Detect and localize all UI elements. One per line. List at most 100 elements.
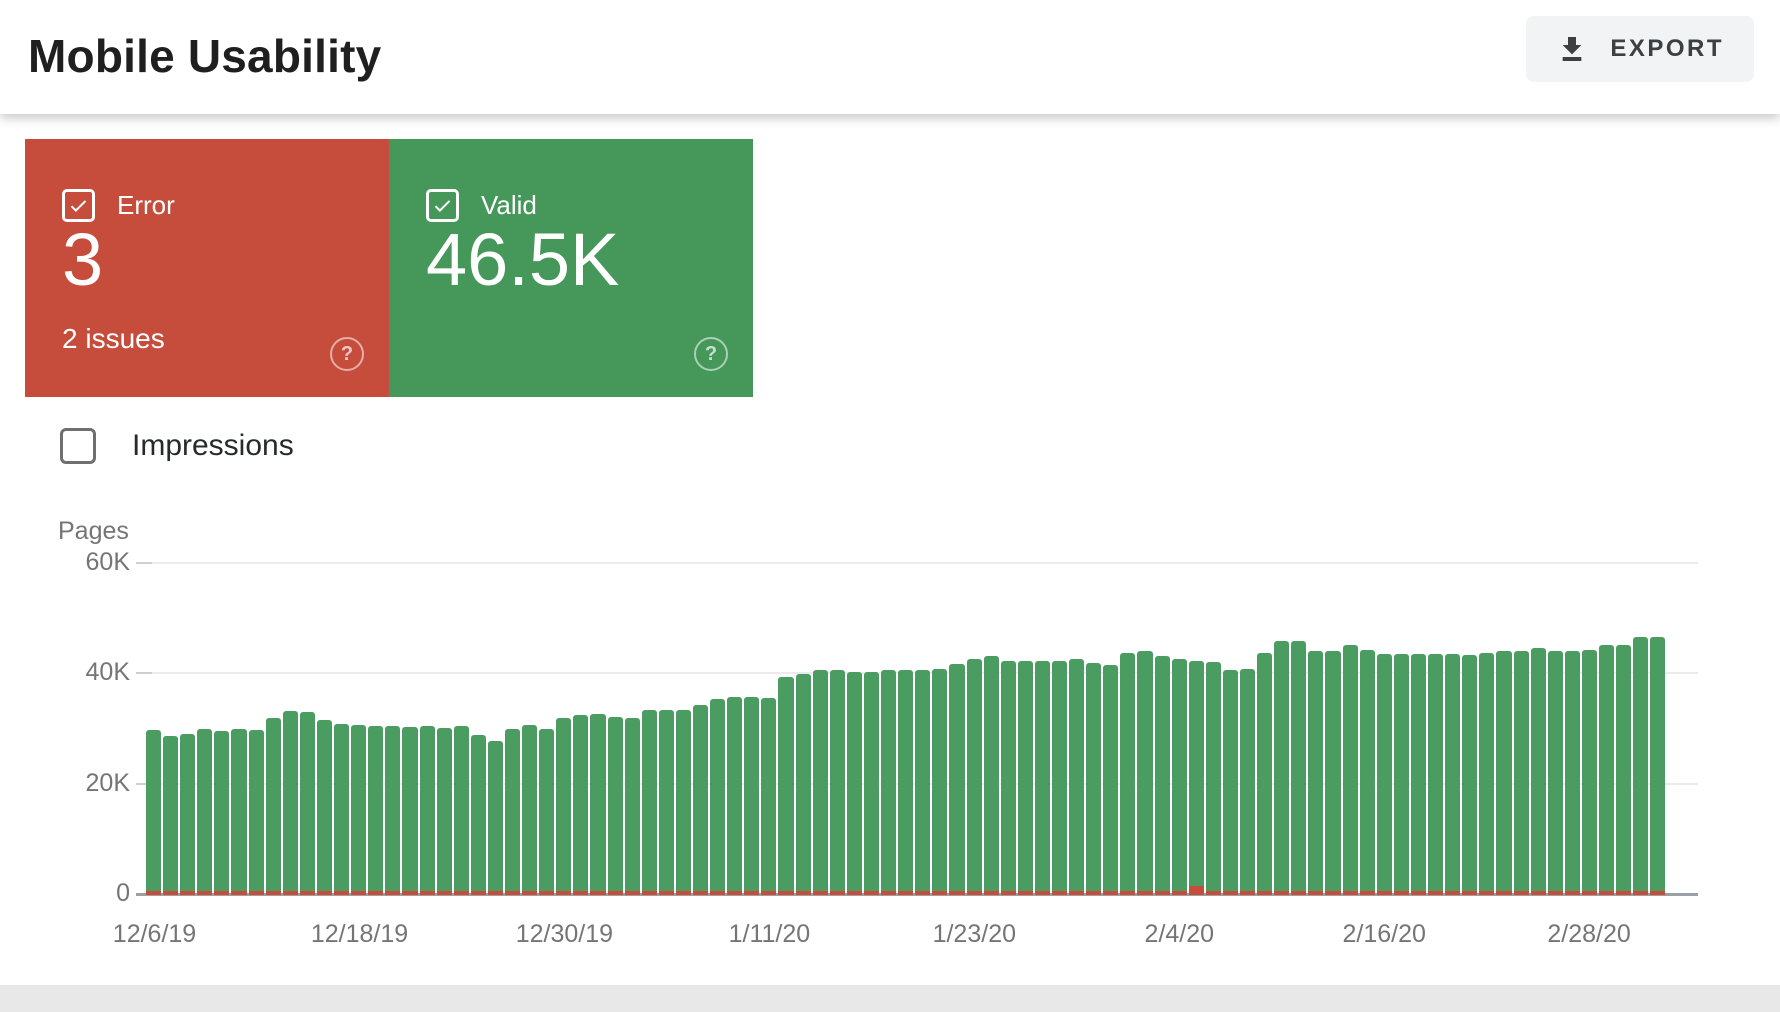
- error-bar-segment: [1616, 891, 1632, 895]
- error-bar-segment: [1069, 891, 1085, 895]
- error-bar-segment: [1445, 891, 1461, 895]
- error-bar-segment: [1496, 891, 1512, 895]
- error-bar-segment: [436, 891, 452, 895]
- error-bar-segment: [1513, 891, 1529, 895]
- impressions-label: Impressions: [132, 429, 294, 462]
- valid-bar: [949, 663, 965, 895]
- error-bar-segment: [1017, 891, 1033, 895]
- valid-bar: [265, 717, 281, 895]
- valid-bar: [607, 717, 623, 895]
- valid-card-label: Valid: [481, 190, 537, 220]
- valid-bar: [915, 670, 931, 895]
- valid-bar: [1325, 651, 1341, 895]
- error-bar-segment: [1188, 886, 1204, 895]
- valid-bar: [1188, 661, 1204, 895]
- error-bar-segment: [504, 891, 521, 895]
- error-bar-segment: [812, 891, 828, 895]
- error-count: 3: [62, 218, 104, 301]
- valid-bar: [1376, 653, 1392, 895]
- error-checkbox[interactable]: [62, 189, 95, 222]
- impressions-toggle[interactable]: Impressions: [60, 428, 294, 464]
- error-bar-segment: [316, 891, 333, 895]
- error-bar-segment: [744, 891, 760, 895]
- error-bar-segment: [453, 891, 469, 895]
- valid-bar: [1393, 653, 1409, 895]
- valid-checkbox[interactable]: [426, 189, 459, 222]
- error-bar-segment: [1222, 891, 1238, 895]
- valid-bar: [1564, 651, 1580, 895]
- valid-bar: [1616, 645, 1632, 895]
- valid-bar: [1257, 653, 1273, 895]
- valid-bar: [710, 699, 726, 895]
- valid-bar: [487, 740, 503, 895]
- valid-bar: [1547, 650, 1563, 895]
- error-issues-count: 2 issues: [62, 323, 165, 354]
- valid-card[interactable]: Valid 46.5K ?: [389, 139, 753, 397]
- error-bar-segment: [966, 891, 982, 895]
- error-bar-segment: [1137, 891, 1153, 895]
- valid-bar: [863, 672, 880, 895]
- valid-bar: [744, 696, 760, 895]
- error-bar-segment: [1325, 891, 1341, 895]
- error-bar-segment: [881, 891, 897, 895]
- error-bar-segment: [146, 891, 162, 895]
- valid-bar: [1000, 661, 1016, 895]
- valid-count: 46.5K: [426, 218, 620, 301]
- valid-bar: [1069, 658, 1085, 895]
- gridline-40k: [136, 672, 1698, 674]
- valid-bar: [1359, 649, 1375, 895]
- page-title: Mobile Usability: [28, 29, 382, 82]
- error-bar-segment: [1257, 891, 1273, 895]
- error-bar-segment: [163, 891, 179, 895]
- y-axis-title: Pages: [58, 517, 129, 545]
- error-bar-segment: [334, 891, 350, 895]
- valid-bar: [846, 671, 862, 895]
- valid-bar: [693, 705, 709, 895]
- error-bar-segment: [1342, 891, 1358, 895]
- error-bar-segment: [778, 891, 794, 895]
- valid-bar: [1462, 654, 1478, 895]
- valid-bar: [1051, 661, 1068, 895]
- error-bar-segment: [932, 891, 948, 895]
- valid-bar: [573, 715, 589, 895]
- valid-bar: [334, 723, 350, 895]
- error-bar-segment: [1530, 891, 1546, 895]
- valid-bar: [1205, 661, 1221, 895]
- error-card-header: Error: [62, 189, 175, 222]
- x-tick-label: 2/28/20: [1547, 920, 1631, 948]
- valid-bar: [641, 710, 657, 895]
- error-bar-segment: [1650, 891, 1666, 895]
- error-bar-segment: [1308, 891, 1324, 895]
- valid-bar: [1120, 652, 1136, 895]
- y-tick-20k: 20K: [85, 769, 130, 797]
- valid-bar: [1017, 661, 1033, 895]
- impressions-checkbox[interactable]: [60, 428, 96, 464]
- valid-bar: [299, 711, 315, 895]
- valid-bar: [590, 714, 606, 895]
- error-bar-segment: [846, 891, 862, 895]
- error-bar-segment: [1462, 891, 1478, 895]
- valid-bar: [658, 709, 674, 895]
- checkmark-icon: [434, 200, 451, 212]
- valid-bar: [197, 729, 213, 895]
- error-bar-segment: [385, 891, 401, 895]
- error-card[interactable]: Error 3 2 issues ?: [25, 139, 389, 397]
- valid-help-icon[interactable]: ?: [694, 337, 728, 371]
- error-bar-segment: [1274, 891, 1290, 895]
- error-bar-segment: [607, 891, 623, 895]
- valid-bar: [1598, 645, 1615, 895]
- error-bar-segment: [402, 891, 418, 895]
- valid-bar: [180, 734, 196, 895]
- y-tick-0: 0: [116, 879, 130, 907]
- export-button[interactable]: EXPORT: [1526, 16, 1754, 82]
- plot-area: [146, 562, 1666, 895]
- error-bar-segment: [470, 891, 486, 895]
- error-help-icon[interactable]: ?: [330, 337, 364, 371]
- error-bar-segment: [1547, 891, 1563, 895]
- valid-bar: [504, 728, 521, 895]
- valid-bar: [146, 730, 162, 895]
- error-card-label: Error: [117, 190, 175, 220]
- error-bar-segment: [1598, 891, 1615, 895]
- error-bar-segment: [1154, 891, 1170, 895]
- valid-bar: [966, 659, 982, 895]
